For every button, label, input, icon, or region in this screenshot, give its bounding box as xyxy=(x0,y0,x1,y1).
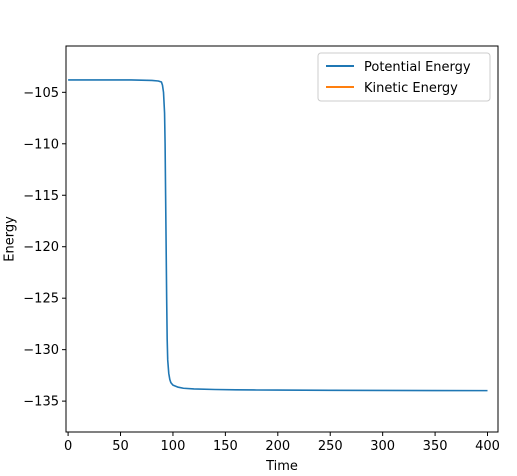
x-tick-label: 0 xyxy=(64,439,72,454)
x-tick-label: 300 xyxy=(370,439,395,454)
x-tick-label: 100 xyxy=(161,439,186,454)
y-tick-label: −120 xyxy=(23,240,59,255)
x-tick-label: 150 xyxy=(213,439,238,454)
series-layer xyxy=(68,79,488,392)
y-tick-label: −110 xyxy=(23,137,59,152)
x-axis-label: Time xyxy=(265,459,298,474)
x-tick-label: 350 xyxy=(423,439,448,454)
series-line-0 xyxy=(68,79,488,392)
axes-frame xyxy=(65,45,499,433)
plot-area xyxy=(66,46,498,432)
plot-background xyxy=(66,46,498,432)
x-tick-label: 400 xyxy=(475,439,500,454)
legend-box xyxy=(317,52,491,102)
legend-label-1: Kinetic Energy xyxy=(364,81,458,96)
x-tick-label: 50 xyxy=(112,439,129,454)
y-tick-label: −115 xyxy=(23,189,59,204)
y-tick-label: −130 xyxy=(23,343,59,358)
x-tick-label: 200 xyxy=(265,439,290,454)
axes-layer: 0 50 100 150 200 250 300 350 400 −105 −110 −115 −120… xyxy=(23,45,500,454)
y-tick-label: −125 xyxy=(23,292,59,307)
y-tick-label: −105 xyxy=(23,86,59,101)
y-tick-label: −135 xyxy=(23,395,59,410)
y-axis-label: Energy xyxy=(3,216,18,262)
x-tick-label: 250 xyxy=(318,439,343,454)
legend-label-0: Potential Energy xyxy=(364,60,471,75)
legend: Potential Energy Kinetic Energy xyxy=(317,52,491,102)
